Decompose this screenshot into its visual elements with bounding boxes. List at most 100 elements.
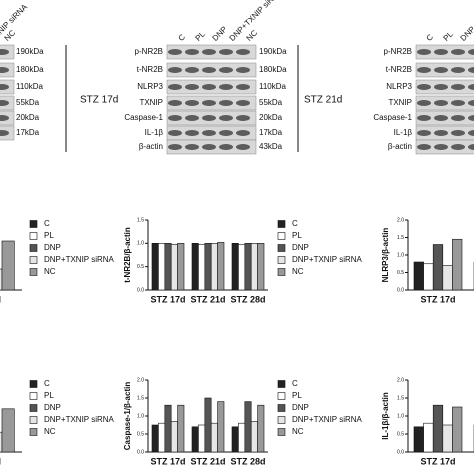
bar bbox=[198, 424, 206, 453]
legend-label: PL bbox=[44, 391, 54, 400]
bar bbox=[1, 240, 15, 291]
blot-band bbox=[417, 144, 431, 150]
size-label: 110kDa bbox=[16, 82, 44, 91]
legend-swatch bbox=[29, 232, 38, 240]
legend-swatch bbox=[277, 256, 286, 264]
size-label: 17kDa bbox=[16, 128, 40, 137]
blot-band bbox=[468, 100, 474, 106]
size-label: 17kDa bbox=[259, 128, 283, 137]
legend-swatch bbox=[29, 380, 38, 388]
blot-band bbox=[202, 84, 216, 90]
legend-swatch bbox=[29, 428, 38, 436]
bar bbox=[423, 263, 434, 291]
bar bbox=[198, 243, 206, 291]
y-tick-label: 1.5 bbox=[397, 395, 404, 401]
lane-label: C bbox=[425, 32, 436, 43]
blot-band bbox=[219, 115, 233, 121]
x-tick-label: STZ 21d bbox=[190, 294, 225, 304]
protein-label: NLRP3 bbox=[137, 82, 163, 91]
x-tick-label: STZ 17d bbox=[150, 456, 185, 466]
x-tick-label: STZ 21d bbox=[190, 456, 225, 466]
y-tick-label: 0.5 bbox=[137, 264, 144, 270]
legend-label: DNP bbox=[44, 403, 61, 412]
protein-label: TXNIP bbox=[139, 98, 163, 107]
protein-label: p-NR2B bbox=[384, 47, 412, 56]
blot-band bbox=[451, 84, 465, 90]
lane-label: PL bbox=[194, 29, 208, 43]
legend-label: DNP+TXNIP siRNA bbox=[44, 415, 115, 424]
blot-band bbox=[202, 67, 216, 73]
legend-label: NC bbox=[292, 427, 304, 436]
bar bbox=[204, 397, 212, 453]
y-tick-label: 0.5 bbox=[397, 270, 404, 276]
bar bbox=[151, 424, 159, 453]
blot-band bbox=[202, 100, 216, 106]
legend-swatch bbox=[277, 404, 286, 412]
legend-swatch bbox=[29, 244, 38, 252]
blot-band bbox=[219, 144, 233, 150]
blot-band bbox=[168, 130, 182, 136]
legend-label: PL bbox=[44, 231, 54, 240]
bar bbox=[244, 401, 252, 453]
bar bbox=[238, 422, 246, 453]
blot-band bbox=[219, 67, 233, 73]
bar bbox=[244, 243, 252, 291]
size-label: 180kDa bbox=[259, 65, 287, 74]
legend-label: PL bbox=[292, 231, 302, 240]
blot-band bbox=[451, 130, 465, 136]
y-tick-label: 2.0 bbox=[137, 377, 144, 383]
blot-band bbox=[468, 49, 474, 55]
legend-swatch bbox=[29, 416, 38, 424]
blot-band bbox=[168, 67, 182, 73]
size-label: 190kDa bbox=[259, 47, 287, 56]
bar bbox=[151, 243, 159, 291]
legend-swatch bbox=[277, 220, 286, 228]
y-axis-label: IL-1β/β-actin bbox=[381, 392, 390, 440]
y-tick-label: 0.5 bbox=[137, 431, 144, 437]
blot-band bbox=[236, 67, 250, 73]
x-tick-label: STZ 17d bbox=[150, 294, 185, 304]
legend-label: NC bbox=[44, 427, 56, 436]
size-label: 110kDa bbox=[259, 82, 287, 91]
size-label: 20kDa bbox=[16, 113, 40, 122]
bar bbox=[231, 243, 239, 291]
bar bbox=[413, 426, 424, 453]
blot-band bbox=[0, 67, 9, 73]
blot-band bbox=[219, 49, 233, 55]
legend-label: PL bbox=[292, 391, 302, 400]
y-tick-label: 1.0 bbox=[137, 241, 144, 247]
y-tick-label: 0.5 bbox=[397, 431, 404, 437]
legend-label: DNP bbox=[44, 243, 61, 252]
blot-band bbox=[185, 67, 199, 73]
y-tick-label: 1.0 bbox=[397, 413, 404, 419]
x-tick-label: STZ 28d bbox=[0, 294, 1, 304]
y-tick-label: 1.0 bbox=[137, 413, 144, 419]
bar bbox=[177, 243, 185, 291]
blot-band bbox=[451, 49, 465, 55]
legend-label: DNP+TXNIP siRNA bbox=[44, 255, 115, 264]
y-tick-label: 1.5 bbox=[137, 395, 144, 401]
y-axis-label: t-NR2B/β-actin bbox=[123, 227, 132, 283]
lane-label: PL bbox=[442, 29, 456, 43]
blot-band bbox=[236, 115, 250, 121]
blot-band bbox=[417, 100, 431, 106]
bar bbox=[442, 424, 453, 453]
legend-swatch bbox=[29, 392, 38, 400]
blot-band bbox=[236, 49, 250, 55]
y-tick-label: 0.0 bbox=[137, 449, 144, 455]
size-label: 190kDa bbox=[16, 47, 44, 56]
y-axis-label: Caspase-1/β-actin bbox=[123, 382, 132, 451]
blot-band bbox=[417, 84, 431, 90]
bar bbox=[158, 422, 166, 453]
blot-band bbox=[417, 67, 431, 73]
blot-band bbox=[202, 144, 216, 150]
blot-band bbox=[451, 67, 465, 73]
size-label: 43kDa bbox=[259, 142, 283, 151]
y-tick-label: 0.0 bbox=[397, 287, 404, 293]
size-label: 180kDa bbox=[16, 65, 44, 74]
bar bbox=[231, 426, 239, 453]
legend-swatch bbox=[277, 268, 286, 276]
blot-band bbox=[185, 49, 199, 55]
protein-label: Caspase-1 bbox=[373, 113, 412, 122]
